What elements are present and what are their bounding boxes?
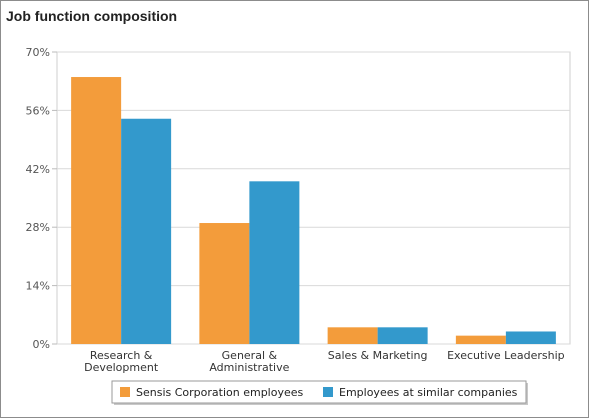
legend-label[interactable]: Sensis Corporation employees — [136, 386, 304, 399]
y-tick-label: 56% — [26, 104, 50, 117]
x-tick-label: General & — [222, 349, 278, 362]
y-tick-label: 70% — [26, 46, 50, 59]
legend-label[interactable]: Employees at similar companies — [339, 386, 518, 399]
bar[interactable] — [121, 118, 172, 344]
y-tick-label: 0% — [33, 338, 50, 351]
x-tick-label: Research & — [90, 349, 153, 362]
bar[interactable] — [249, 181, 300, 344]
bar[interactable] — [199, 223, 250, 344]
x-tick-label: Sales & Marketing — [328, 349, 428, 362]
bar[interactable] — [505, 331, 556, 344]
y-tick-label: 14% — [26, 280, 50, 293]
legend-swatch — [120, 387, 130, 397]
y-axis: 0% 14% 28% 42% 56% 70% — [26, 46, 57, 351]
chart-title: Job function composition — [6, 8, 178, 24]
x-axis: Research &Development General &Administra… — [84, 349, 565, 374]
legend: Sensis Corporation employees Employees at… — [111, 380, 528, 405]
bar[interactable] — [71, 77, 122, 345]
legend-swatch — [323, 387, 333, 397]
x-tick-label: Administrative — [209, 361, 289, 374]
bar[interactable] — [455, 335, 506, 344]
y-tick-label: 28% — [26, 221, 50, 234]
bars — [71, 77, 556, 345]
legend-box — [111, 380, 527, 404]
y-tick-label: 42% — [26, 163, 50, 176]
bar[interactable] — [377, 327, 428, 344]
x-tick-label: Development — [84, 361, 159, 374]
x-tick-label: Executive Leadership — [447, 349, 565, 362]
bar[interactable] — [327, 327, 378, 344]
